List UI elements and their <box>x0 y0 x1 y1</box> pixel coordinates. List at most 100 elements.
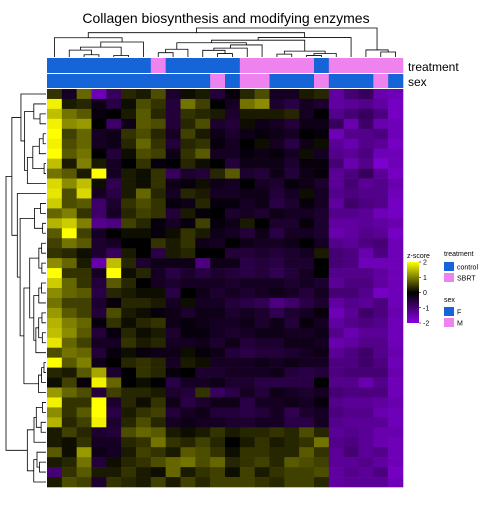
heatmap-cell <box>314 118 330 130</box>
heatmap-cell <box>314 457 330 468</box>
heatmap-cell <box>388 168 404 179</box>
heatmap-cell <box>328 158 344 169</box>
heatmap-cell <box>121 347 137 358</box>
sex-annotation-cell <box>358 74 374 88</box>
heatmap-cell <box>150 437 166 448</box>
heatmap-cell <box>343 427 359 438</box>
heatmap-cell <box>76 387 92 398</box>
heatmap-cell <box>165 268 181 279</box>
heatmap-cell <box>254 128 270 140</box>
heatmap-cell <box>314 248 330 259</box>
sex-legend-title: sex <box>444 297 455 304</box>
heatmap-cell <box>239 447 255 458</box>
heatmap-cell <box>343 367 359 378</box>
heatmap-cell <box>136 238 152 249</box>
heatmap-cell <box>76 447 92 458</box>
heatmap-cell <box>225 208 241 219</box>
heatmap-cell <box>210 317 226 329</box>
heatmap-cell <box>210 148 226 159</box>
heatmap-cell <box>299 198 315 209</box>
heatmap-cell <box>373 178 389 189</box>
heatmap-cell <box>47 387 63 398</box>
heatmap-cell <box>388 288 404 299</box>
heatmap-cell <box>358 457 374 468</box>
heatmap-cell <box>314 467 330 478</box>
heatmap-cell <box>239 208 255 219</box>
heatmap-cell <box>328 268 344 279</box>
sex-annotation-cell <box>106 74 122 88</box>
heatmap-cell <box>358 268 374 279</box>
heatmap-cell <box>195 457 211 468</box>
heatmap-cell <box>91 327 107 339</box>
heatmap-cell <box>121 148 137 159</box>
heatmap-cell <box>210 427 226 438</box>
heatmap-cell <box>47 417 63 428</box>
heatmap-cell <box>91 238 107 249</box>
heatmap-cell <box>165 367 181 378</box>
heatmap-cell <box>358 128 374 140</box>
heatmap-cell <box>269 437 285 448</box>
heatmap-cell <box>239 397 255 408</box>
heatmap-cell <box>314 288 330 299</box>
heatmap-cell <box>358 347 374 358</box>
heatmap-cell <box>195 317 211 329</box>
heatmap-cell <box>165 258 181 269</box>
heatmap-cell <box>61 188 77 199</box>
heatmap-cell <box>76 417 92 428</box>
heatmap-cell <box>373 387 389 398</box>
heatmap-cell <box>388 407 404 418</box>
heatmap-cell <box>269 357 285 368</box>
heatmap-cell <box>299 317 315 329</box>
heatmap-cell <box>136 447 152 458</box>
heatmap-cell <box>136 288 152 299</box>
heatmap-cell <box>76 477 92 488</box>
dendrogram-branch <box>41 262 46 274</box>
heatmap-cell <box>373 367 389 378</box>
heatmap-cell <box>61 268 77 279</box>
heatmap-cell <box>269 158 285 169</box>
heatmap-cell <box>121 128 137 140</box>
heatmap-cell <box>373 437 389 448</box>
heatmap-cell <box>180 397 196 408</box>
sex-annotation-cell <box>150 74 166 88</box>
heatmap-cell <box>180 307 196 319</box>
heatmap-cell <box>165 317 181 329</box>
heatmap-cell <box>239 138 255 149</box>
heatmap-cell <box>76 98 92 110</box>
heatmap-cell <box>388 417 404 428</box>
heatmap-cell <box>180 467 196 478</box>
heatmap-cell <box>254 258 270 269</box>
heatmap-cell <box>239 427 255 438</box>
heatmap-cell <box>388 347 404 358</box>
heatmap-cell <box>47 477 63 488</box>
heatmap-cell <box>91 307 107 319</box>
heatmap-cell <box>343 118 359 130</box>
heatmap-cell <box>136 118 152 130</box>
heatmap-cell <box>254 248 270 259</box>
heatmap-cell <box>61 98 77 110</box>
heatmap-cell <box>328 427 344 438</box>
heatmap-cell <box>47 327 63 339</box>
heatmap-cell <box>373 297 389 309</box>
heatmap-cell <box>210 387 226 398</box>
heatmap-cell <box>136 98 152 110</box>
dendrogram-branch <box>35 407 43 428</box>
heatmap-cell <box>225 238 241 249</box>
heatmap-cell <box>254 168 270 179</box>
heatmap-cell <box>358 178 374 189</box>
heatmap-cell <box>358 307 374 319</box>
heatmap-cell <box>343 89 359 100</box>
heatmap-cell <box>299 108 315 120</box>
heatmap-cell <box>76 168 92 179</box>
heatmap-cell <box>328 447 344 458</box>
heatmap-cell <box>388 397 404 408</box>
heatmap-cell <box>150 138 166 149</box>
treatment-annotation-cell <box>61 58 77 73</box>
heatmap-cell <box>225 477 241 488</box>
heatmap-cell <box>343 208 359 219</box>
heatmap-cell <box>314 447 330 458</box>
heatmap-cell <box>136 188 152 199</box>
heatmap-cell <box>180 208 196 219</box>
heatmap-cell <box>150 89 166 100</box>
